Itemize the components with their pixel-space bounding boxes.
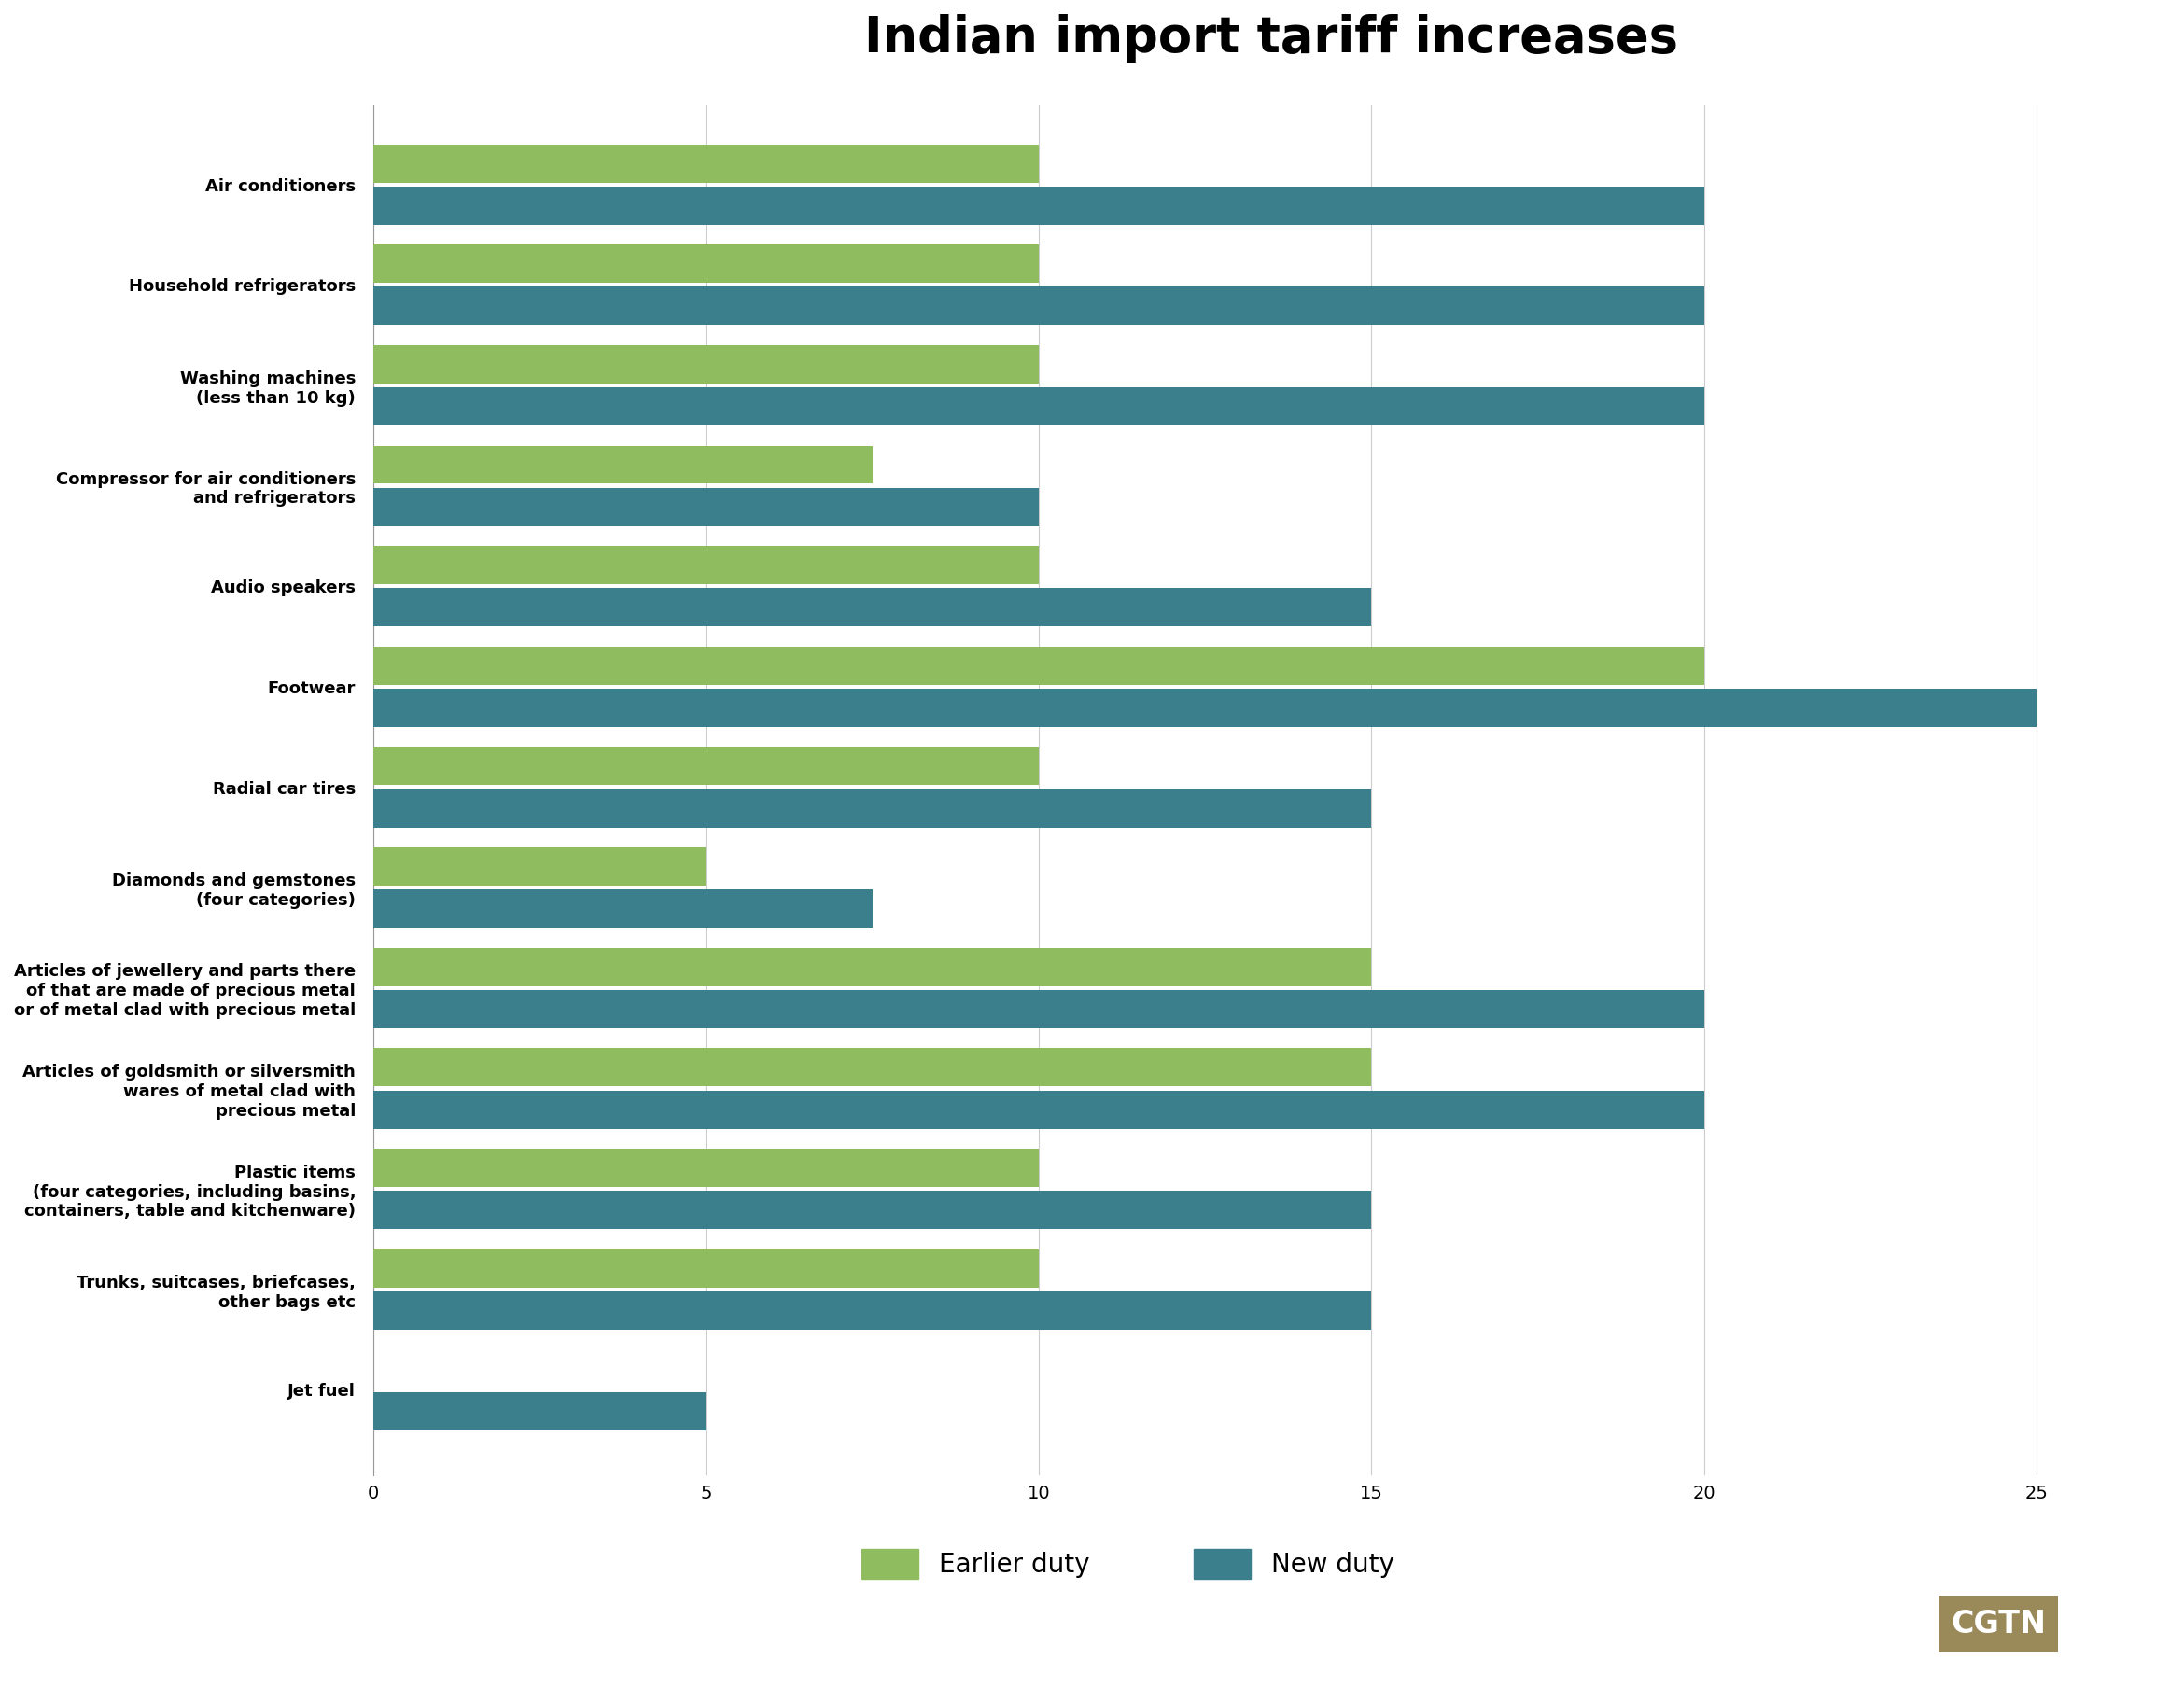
Bar — [373, 387, 1704, 425]
Bar — [373, 587, 1372, 626]
Bar — [373, 991, 1704, 1028]
Legend: Earlier duty, New duty: Earlier duty, New duty — [860, 1550, 1393, 1578]
Bar — [373, 545, 1040, 584]
Bar — [373, 1192, 1372, 1229]
Title: Indian import tariff increases: Indian import tariff increases — [865, 14, 1679, 62]
Bar — [373, 890, 871, 928]
Bar — [373, 344, 1040, 383]
Bar — [373, 647, 1704, 685]
Bar — [373, 245, 1040, 284]
Bar — [373, 143, 1040, 182]
Bar — [373, 689, 2038, 728]
Bar — [373, 949, 1372, 986]
Bar — [373, 1393, 705, 1430]
Bar — [373, 748, 1040, 785]
Bar — [373, 1291, 1372, 1330]
Bar — [373, 1090, 1704, 1129]
Bar — [373, 446, 871, 484]
Bar — [373, 847, 705, 886]
Bar — [373, 287, 1704, 326]
Bar — [373, 186, 1704, 225]
Bar — [373, 1048, 1372, 1087]
Bar — [373, 1150, 1040, 1187]
Text: CGTN: CGTN — [1950, 1609, 2046, 1639]
Bar — [373, 488, 1040, 527]
Bar — [373, 790, 1372, 827]
Bar — [373, 1249, 1040, 1288]
